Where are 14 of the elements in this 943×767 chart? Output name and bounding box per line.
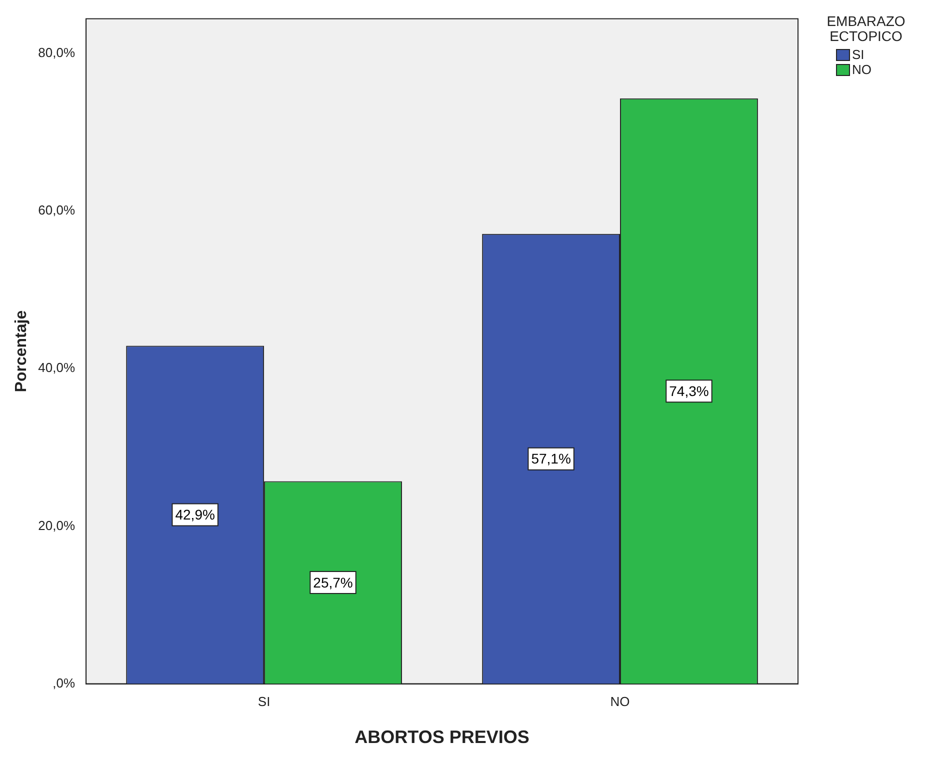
y-tick-label: 80,0% [38, 45, 76, 60]
data-label: 42,9% [175, 506, 215, 523]
data-label: 74,3% [669, 382, 709, 399]
legend-label: SI [852, 47, 864, 62]
data-label: 25,7% [313, 574, 353, 590]
legend-label: NO [852, 62, 872, 77]
y-tick-label: 20,0% [38, 518, 76, 533]
y-axis-title: Porcentaje [13, 310, 30, 392]
y-tick-label: 40,0% [38, 360, 76, 376]
x-axis-title: ABORTOS PREVIOS [354, 727, 530, 748]
legend-title: EMBARAZO ECTOPICO [826, 13, 906, 44]
y-tick-label: 60,0% [38, 202, 76, 218]
data-label: 57,1% [531, 450, 571, 467]
y-tick-label: ,0% [52, 675, 76, 690]
